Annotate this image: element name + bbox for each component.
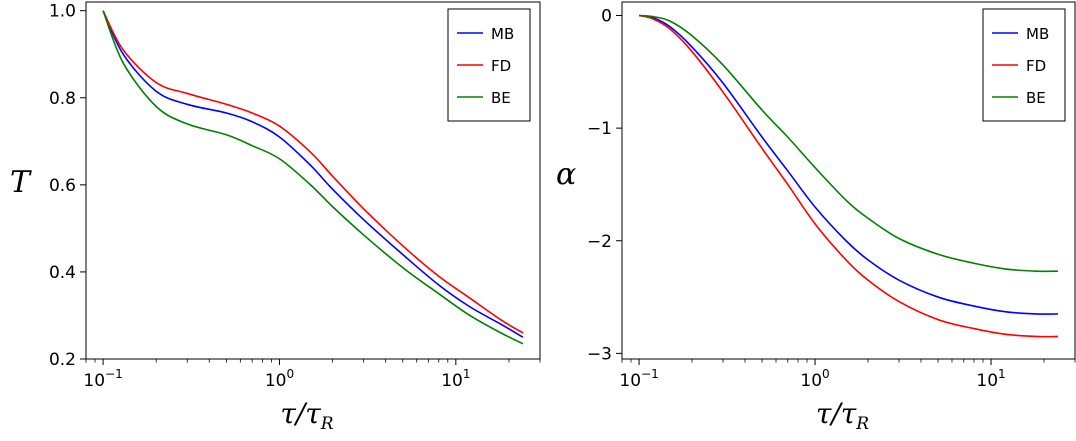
temperature-y-tick-label: 0.4 <box>49 263 76 283</box>
temperature-legend-label-mb: MB <box>491 25 514 43</box>
temperature-y-axis-label: T <box>10 165 32 200</box>
temperature-y-tick-label: 1.0 <box>49 2 76 22</box>
alpha-legend-label-be: BE <box>1026 89 1046 107</box>
temperature-legend-label-be: BE <box>491 89 511 107</box>
temperature-series-mb-line <box>102 10 524 338</box>
temperature-y-tick-label: 0.6 <box>49 176 76 196</box>
panel-alpha: 10−1 100 101 0 −1 −2 −3 α τ/τR MB FD BE <box>556 1 1076 434</box>
panel-temperature: 10−1 100 101 0.2 0.4 0.6 0.8 1.0 Tτ/τR MB FD BE <box>10 1 541 434</box>
alpha-x-tick-label: 10−1 <box>619 367 658 391</box>
alpha-x-tick-label: 101 <box>976 367 1005 391</box>
alpha-legend-label-mb: MB <box>1026 25 1049 43</box>
temperature-plot-frame <box>85 1 541 360</box>
alpha-plot-frame <box>621 1 1076 360</box>
alpha-series-be-line <box>638 14 1058 273</box>
temperature-x-axis-label: τ/τR <box>280 397 333 434</box>
alpha-y-axis-label: α <box>556 157 576 192</box>
alpha-legend-label-fd: FD <box>1026 57 1046 75</box>
temperature-legend-label-fd: FD <box>491 57 511 75</box>
temperature-series-fd-line <box>102 10 524 334</box>
alpha-y-tick-label: −1 <box>587 119 612 139</box>
temperature-y-tick-label: 0.8 <box>49 89 76 109</box>
alpha-y-tick-label: −2 <box>587 232 612 252</box>
alpha-y-tick-label: −3 <box>587 344 612 364</box>
alpha-series-mb-line <box>638 14 1058 315</box>
temperature-x-tick-label: 10−1 <box>83 367 122 391</box>
alpha-x-axis-label: τ/τR <box>816 397 869 434</box>
alpha-y-tick-label: 0 <box>601 7 612 27</box>
temperature-y-tick-label: 0.2 <box>49 350 76 370</box>
alpha-x-tick-label: 100 <box>800 367 829 391</box>
alpha-series-fd-line <box>638 14 1058 338</box>
temperature-series-be-line <box>102 10 524 345</box>
temperature-x-tick-label: 100 <box>265 367 294 391</box>
temperature-x-tick-label: 101 <box>441 367 470 391</box>
